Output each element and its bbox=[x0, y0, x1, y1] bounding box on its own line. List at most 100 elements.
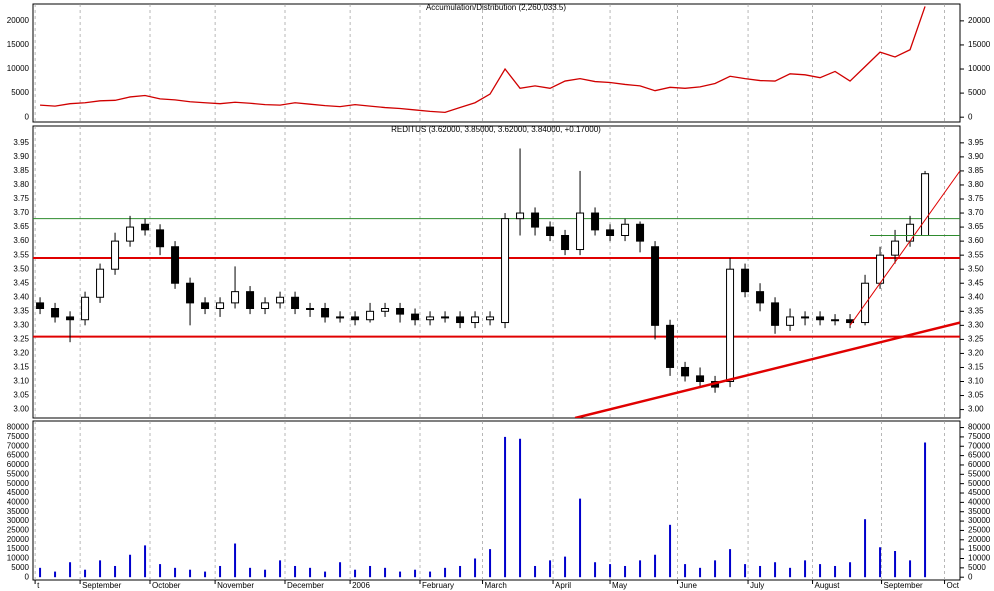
y-tick-label: 3.60 bbox=[13, 236, 29, 245]
y-tick-label: 15000 bbox=[7, 544, 30, 553]
y-tick-label: 80000 bbox=[7, 423, 30, 432]
x-tick-label: Oct bbox=[947, 581, 960, 590]
volume-bar bbox=[459, 565, 462, 578]
y-tick-label: 0 bbox=[25, 112, 30, 121]
x-tick-label: November bbox=[217, 581, 254, 590]
y-tick-label-right: 65000 bbox=[968, 451, 991, 460]
candle-body bbox=[561, 235, 570, 251]
candle-body bbox=[621, 223, 630, 236]
candle-body bbox=[546, 226, 555, 236]
volume-bar bbox=[684, 564, 687, 578]
y-tick-label: 3.80 bbox=[13, 180, 29, 189]
volume-bar bbox=[444, 567, 447, 578]
volume-bar bbox=[414, 569, 417, 578]
candle-body bbox=[396, 308, 405, 315]
y-tick-label-right: 3.25 bbox=[968, 334, 984, 343]
candle-body bbox=[831, 319, 840, 322]
y-tick-label: 3.30 bbox=[13, 320, 29, 329]
volume-bar bbox=[729, 549, 732, 578]
candle-body bbox=[816, 316, 825, 321]
candle-body bbox=[96, 268, 105, 298]
y-tick-label: 65000 bbox=[7, 451, 30, 460]
volume-bar bbox=[39, 567, 42, 578]
candle-body bbox=[636, 223, 645, 242]
y-tick-label: 5000 bbox=[11, 563, 29, 572]
y-tick-label: 3.00 bbox=[13, 405, 29, 414]
y-tick-label-right: 3.30 bbox=[968, 320, 984, 329]
y-tick-label: 3.25 bbox=[13, 334, 29, 343]
y-tick-label-right: 3.50 bbox=[968, 264, 984, 273]
volume-bar bbox=[204, 571, 207, 578]
candle-body bbox=[666, 324, 675, 368]
volume-bar bbox=[174, 567, 177, 578]
volume-bar bbox=[369, 565, 372, 578]
volume-bar bbox=[114, 565, 117, 578]
y-tick-label: 3.40 bbox=[13, 292, 29, 301]
y-tick-label-right: 15000 bbox=[968, 40, 991, 49]
y-tick-label: 3.50 bbox=[13, 264, 29, 273]
y-tick-label-right: 35000 bbox=[968, 507, 991, 516]
volume-bar bbox=[489, 549, 492, 578]
y-tick-label: 20000 bbox=[7, 16, 30, 25]
y-tick-label: 3.90 bbox=[13, 152, 29, 161]
y-tick-label-right: 30000 bbox=[968, 516, 991, 525]
volume-bar bbox=[234, 543, 237, 578]
candle-body bbox=[501, 218, 510, 324]
x-tick-label: March bbox=[485, 581, 507, 590]
x-tick-label: t bbox=[37, 581, 40, 590]
y-tick-label-right: 3.65 bbox=[968, 222, 984, 231]
y-tick-label-right: 3.80 bbox=[968, 180, 984, 189]
y-tick-label-right: 40000 bbox=[968, 497, 991, 506]
volume-bar bbox=[339, 562, 342, 578]
volume-bar bbox=[804, 560, 807, 578]
y-tick-label: 15000 bbox=[7, 40, 30, 49]
trend-line bbox=[574, 321, 960, 418]
candle-body bbox=[381, 308, 390, 312]
x-tick-label: 2006 bbox=[352, 581, 370, 590]
y-tick-label-right: 3.10 bbox=[968, 377, 984, 386]
candle-body bbox=[861, 282, 870, 324]
y-tick-label-right: 20000 bbox=[968, 16, 991, 25]
y-tick-label: 20000 bbox=[7, 535, 30, 544]
candle-body bbox=[471, 316, 480, 324]
y-tick-label: 3.85 bbox=[13, 166, 29, 175]
y-tick-label-right: 3.55 bbox=[968, 250, 984, 259]
volume-bar bbox=[849, 562, 852, 578]
x-tick-label: October bbox=[152, 581, 181, 590]
candle-body bbox=[186, 282, 195, 304]
x-tick-label: August bbox=[815, 581, 841, 590]
candle-body bbox=[801, 316, 810, 319]
y-tick-label: 3.75 bbox=[13, 194, 29, 203]
y-tick-label: 3.55 bbox=[13, 250, 29, 259]
volume-bar bbox=[144, 545, 147, 578]
volume-bar bbox=[579, 498, 582, 578]
candle-body bbox=[741, 268, 750, 293]
candle-body bbox=[921, 173, 930, 237]
volume-bar bbox=[744, 564, 747, 578]
volume-bar bbox=[564, 556, 567, 578]
panel-frame bbox=[32, 125, 961, 419]
y-tick-label-right: 3.45 bbox=[968, 278, 984, 287]
x-tick-label: September bbox=[82, 581, 121, 590]
candle-body bbox=[36, 302, 45, 309]
y-tick-label-right: 75000 bbox=[968, 432, 991, 441]
y-tick-label-right: 50000 bbox=[968, 479, 991, 488]
panel-frame bbox=[32, 420, 961, 581]
y-tick-label-right: 3.00 bbox=[968, 405, 984, 414]
volume-bar bbox=[639, 560, 642, 578]
candle-body bbox=[426, 316, 435, 321]
volume-bar bbox=[354, 569, 357, 578]
x-tick-label: July bbox=[750, 581, 764, 590]
candle-body bbox=[306, 308, 315, 310]
y-tick-label-right: 5000 bbox=[968, 563, 986, 572]
candle-body bbox=[291, 296, 300, 309]
candle-body bbox=[201, 302, 210, 309]
candle-body bbox=[321, 308, 330, 318]
volume-bar bbox=[309, 567, 312, 578]
y-tick-label-right: 0 bbox=[968, 572, 973, 581]
y-tick-label: 30000 bbox=[7, 516, 30, 525]
x-tick-label: June bbox=[680, 581, 698, 590]
y-tick-label: 55000 bbox=[7, 469, 30, 478]
candle-body bbox=[246, 291, 255, 309]
